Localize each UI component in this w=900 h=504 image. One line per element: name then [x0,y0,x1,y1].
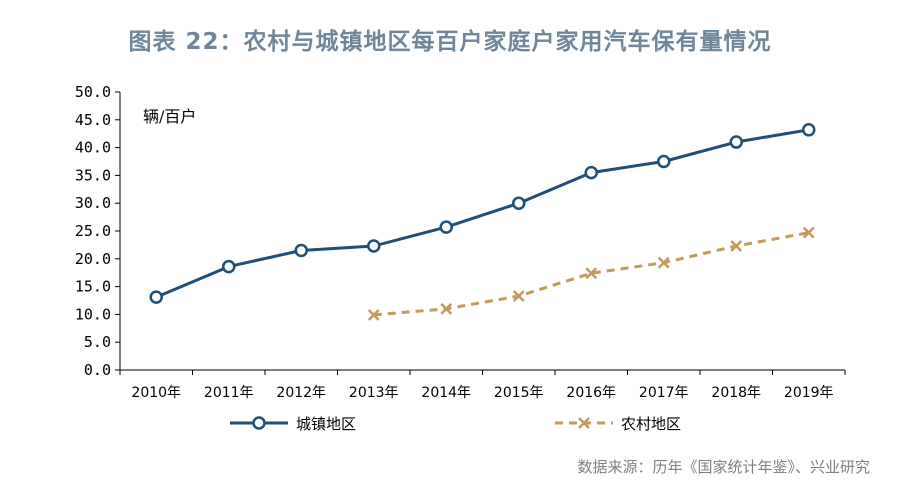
data-point-series-2 [730,240,743,252]
unit-label: 辆/百户 [143,107,196,126]
x-tick-label: 2018年 [711,385,761,401]
data-point-series-2 [802,226,815,239]
x-tick-label: 2017年 [639,385,689,401]
y-tick-label: 35.0 [75,166,111,184]
legend-marker-1 [252,416,266,430]
y-tick-label: 40.0 [75,139,111,157]
data-point-series-2 [657,256,670,269]
data-point-series-1 [439,220,453,234]
y-tick-label: 0.0 [84,361,111,379]
data-point-series-1 [802,123,816,137]
y-tick-label: 25.0 [75,222,111,240]
y-tick-label: 20.0 [75,250,111,268]
chart-title: 图表 22：农村与城镇地区每百户家庭户家用汽车保有量情况 [128,29,772,55]
data-point-series-1 [149,290,163,304]
x-tick-label: 2010年 [131,385,181,401]
data-point-series-1 [584,165,598,180]
data-point-series-1 [729,135,743,149]
x-tick-label: 2011年 [204,385,254,401]
legend-marker-2 [578,417,590,429]
x-tick-label: 2016年 [566,385,616,401]
x-tick-label: 2019年 [784,385,834,401]
data-point-series-2 [585,267,598,280]
y-tick-label: 30.0 [75,194,111,212]
series-line-1 [155,128,809,299]
legend-label-1: 城镇地区 [296,415,356,433]
data-point-series-2 [440,302,453,315]
y-tick-label: 50.0 [75,83,111,101]
y-tick-label: 15.0 [75,278,111,296]
data-point-series-1 [512,196,526,210]
y-tick-label: 10.0 [75,305,111,323]
x-tick-label: 2013年 [349,385,399,401]
x-tick-label: 2014年 [421,385,471,401]
x-tick-label: 2015年 [494,385,544,401]
data-point-series-2 [512,290,525,302]
data-point-series-1 [367,239,381,253]
data-point-series-1 [294,243,308,258]
data-point-series-2 [367,309,380,321]
data-point-series-1 [222,259,236,274]
x-tick-label: 2012年 [276,385,326,401]
y-tick-label: 5.0 [84,333,111,351]
legend-label-2: 农村地区 [621,415,681,433]
source-note: 数据来源：历年《国家统计年鉴》、兴业研究 [577,458,870,476]
y-tick-label: 45.0 [75,111,111,129]
data-point-series-1 [657,154,671,169]
